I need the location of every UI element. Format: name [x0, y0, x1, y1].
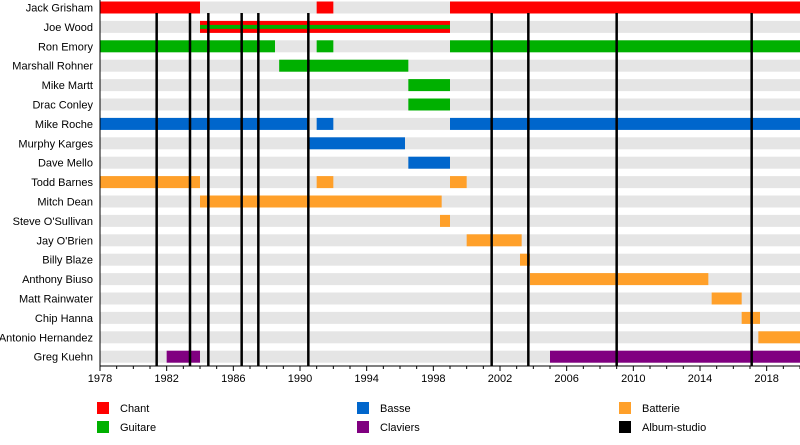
legend-swatch	[97, 421, 109, 433]
legend-label: Guitare	[120, 422, 156, 434]
member-bar	[100, 117, 309, 130]
member-bar	[100, 40, 275, 53]
member-bar	[408, 156, 450, 169]
member-bar	[200, 195, 442, 208]
member-name: Billy Blaze	[42, 255, 93, 267]
member-name: Joe Wood	[44, 22, 93, 34]
row-background	[100, 292, 800, 305]
x-tick-label: 2018	[754, 373, 778, 385]
x-tick-label: 1978	[88, 373, 112, 385]
row-background	[100, 311, 800, 324]
member-bar	[316, 117, 334, 130]
member-bar	[711, 292, 742, 305]
member-bar-secondary	[200, 24, 450, 29]
member-name: Murphy Karges	[18, 138, 93, 150]
member-name: Jay O'Brien	[36, 235, 93, 247]
member-bar	[100, 176, 200, 189]
member-bar	[308, 137, 405, 150]
member-bar	[450, 1, 800, 14]
member-bar	[316, 1, 334, 14]
legend-label: Chant	[120, 403, 149, 415]
member-name: Steve O'Sullivan	[13, 216, 93, 228]
member-name: Greg Kuehn	[34, 352, 93, 364]
member-name: Marshall Rohner	[12, 61, 93, 73]
member-bar	[450, 176, 467, 189]
legend-label: Basse	[380, 403, 411, 415]
member-bar	[408, 98, 450, 111]
member-bar	[450, 117, 800, 130]
member-name: Mike Martt	[42, 80, 93, 92]
member-name: Antonio Hernandez	[0, 332, 93, 344]
row-background	[100, 331, 800, 344]
x-tick-label: 2014	[688, 373, 712, 385]
member-bar	[530, 273, 709, 286]
member-name: Anthony Biuso	[22, 274, 93, 286]
member-name: Jack Grisham	[26, 3, 93, 15]
member-name: Dave Mello	[38, 158, 93, 170]
member-name: Chip Hanna	[35, 313, 94, 325]
member-bar	[408, 79, 450, 92]
legend-swatch	[97, 402, 109, 414]
row-background	[100, 253, 800, 266]
x-tick-label: 1986	[221, 373, 245, 385]
member-name: Matt Rainwater	[19, 294, 93, 306]
member-bar	[466, 234, 522, 247]
member-name: Mike Roche	[35, 119, 93, 131]
x-tick-label: 2006	[554, 373, 578, 385]
legend-label: Album-studio	[642, 422, 706, 434]
member-bar	[450, 40, 800, 53]
member-bar	[100, 1, 200, 14]
x-tick-label: 2002	[488, 373, 512, 385]
legend-swatch	[357, 402, 369, 414]
member-bar	[550, 350, 800, 363]
x-tick-label: 1994	[354, 373, 378, 385]
member-bar	[520, 253, 530, 266]
legend-swatch	[357, 421, 369, 433]
member-name: Ron Emory	[38, 41, 94, 53]
row-background	[100, 234, 800, 247]
x-tick-label: 1998	[421, 373, 445, 385]
member-bar	[758, 331, 800, 344]
member-bar	[166, 350, 200, 363]
member-bar	[279, 59, 409, 72]
legend-swatch	[619, 421, 631, 433]
x-tick-label: 1982	[154, 373, 178, 385]
member-name: Todd Barnes	[31, 177, 93, 189]
x-tick-label: 1990	[288, 373, 312, 385]
legend-label: Batterie	[642, 403, 680, 415]
member-bar	[440, 214, 450, 227]
x-tick-label: 2010	[621, 373, 645, 385]
row-background	[100, 137, 800, 150]
member-name: Mitch Dean	[37, 197, 93, 209]
legend-label: Claviers	[380, 422, 420, 434]
member-bar	[316, 40, 334, 53]
row-background	[100, 59, 800, 72]
member-bar	[316, 176, 334, 189]
legend-swatch	[619, 402, 631, 414]
member-name: Drac Conley	[32, 100, 93, 112]
